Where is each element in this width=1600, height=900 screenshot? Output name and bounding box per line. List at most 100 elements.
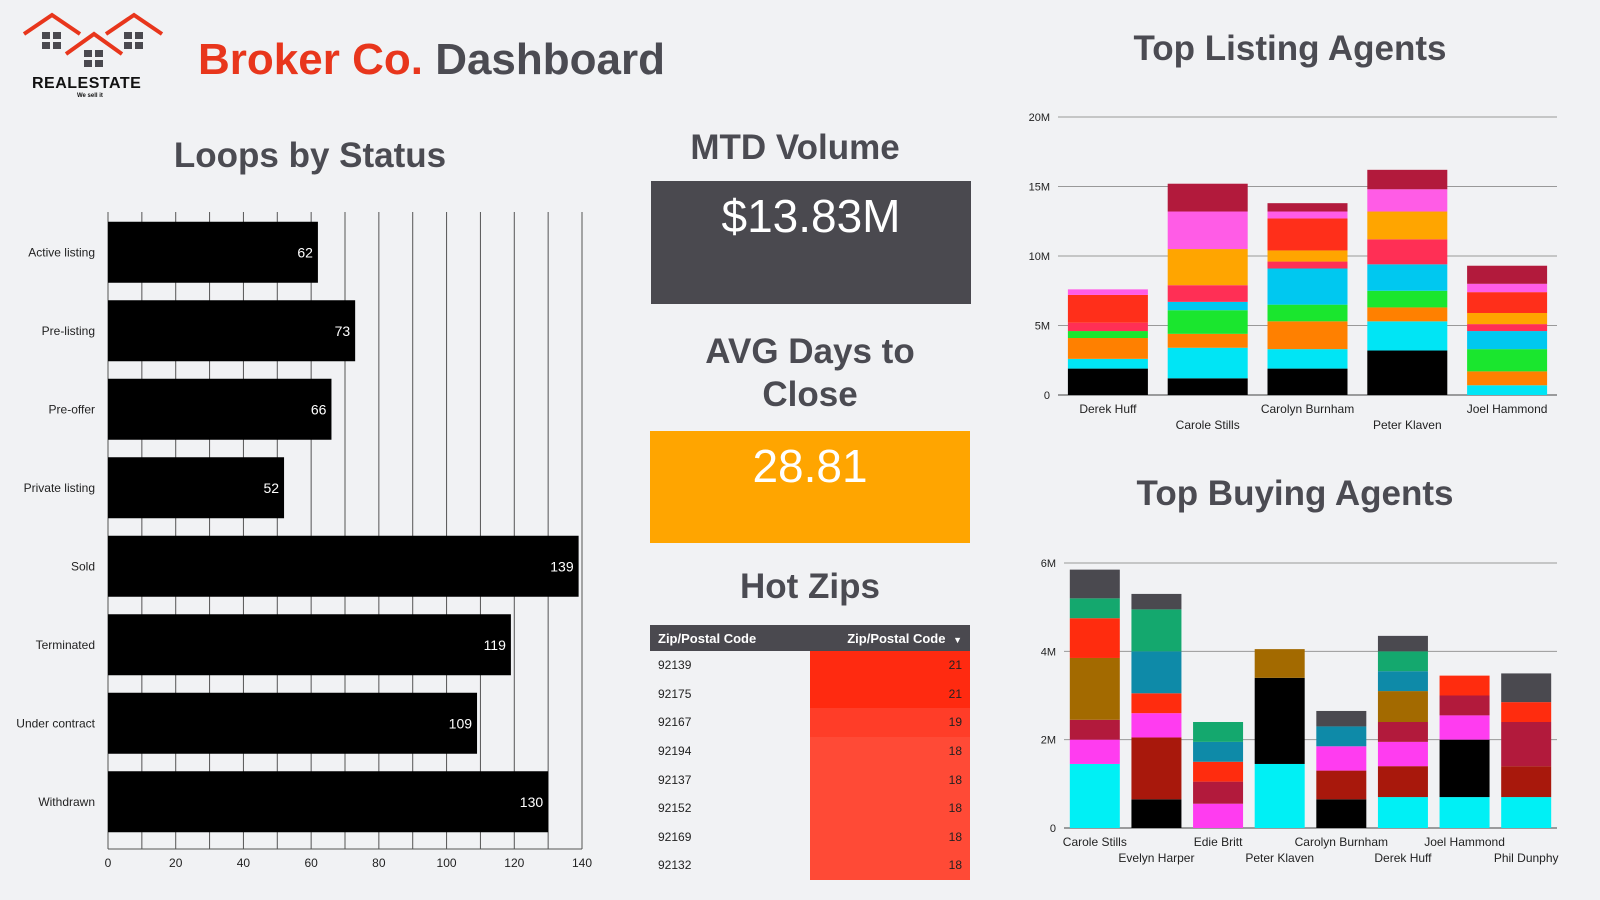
x-tick-label: 100 — [437, 856, 457, 870]
avg-days-title-line1: AVG Days to — [705, 332, 915, 371]
stack-segment — [1439, 695, 1490, 716]
x-tick-label: 140 — [572, 856, 592, 870]
brand-name: Broker Co. — [198, 35, 423, 84]
status-bar-value: 119 — [484, 637, 507, 653]
stack-segment — [1254, 677, 1305, 764]
hot-zip-code: 92167 — [658, 715, 692, 730]
y-tick-label: 0 — [1044, 390, 1050, 402]
stack-segment — [1067, 322, 1148, 332]
buying-title: Top Buying Agents — [1136, 474, 1454, 513]
hot-zip-row: 92175 21 — [650, 679, 970, 709]
hot-zip-count: 18 — [810, 765, 970, 794]
stack-segment — [1316, 710, 1367, 727]
hot-zips-col-count[interactable]: Zip/Postal Code ▼ — [810, 625, 970, 651]
stack-segment — [1267, 321, 1348, 350]
stack-segment — [1467, 385, 1548, 395]
x-tick-label: 60 — [304, 856, 318, 870]
status-bar — [108, 221, 318, 283]
status-bar-value: 73 — [335, 323, 351, 339]
avg-days-title-line2: Close — [762, 375, 858, 414]
hot-zips-table: Zip/Postal Code Zip/Postal Code ▼ 92139 2… — [650, 625, 970, 880]
agent-label: Joel Hammond — [1424, 835, 1505, 849]
stack-segment — [1467, 331, 1548, 350]
stack-segment — [1167, 378, 1248, 395]
status-bar-value: 130 — [520, 794, 544, 810]
stack-segment — [1067, 289, 1148, 295]
mtd-volume-title: MTD Volume — [690, 128, 900, 167]
stack-segment — [1367, 350, 1448, 395]
hot-zips-header-row: Zip/Postal Code Zip/Postal Code ▼ — [650, 625, 970, 651]
agent-label: Peter Klaven — [1245, 851, 1314, 865]
status-bar-value: 66 — [311, 401, 327, 417]
status-label: Sold — [71, 559, 95, 573]
y-tick-label: 20M — [1029, 112, 1050, 124]
x-tick-label: 40 — [237, 856, 251, 870]
stack-segment — [1501, 673, 1552, 703]
stack-segment — [1367, 189, 1448, 212]
stack-segment — [1316, 726, 1367, 747]
hot-zip-count: 18 — [810, 793, 970, 823]
stack-segment — [1067, 368, 1148, 395]
stack-segment — [1439, 797, 1490, 828]
stack-segment — [1254, 649, 1305, 678]
hot-zip-count: 19 — [810, 708, 970, 737]
stack-segment — [1267, 268, 1348, 305]
stack-segment — [1439, 675, 1490, 696]
status-label: Pre-offer — [49, 402, 95, 416]
sort-desc-icon[interactable]: ▼ — [953, 634, 962, 645]
agent-label: Carolyn Burnham — [1295, 835, 1388, 849]
stack-segment — [1267, 304, 1348, 322]
hot-zip-code: 92152 — [658, 801, 692, 816]
hot-zip-code: 92139 — [658, 658, 692, 673]
stack-segment — [1254, 763, 1305, 828]
stack-segment — [1467, 292, 1548, 313]
stack-segment — [1131, 593, 1182, 610]
stack-segment — [1193, 803, 1244, 828]
stack-segment — [1439, 715, 1490, 740]
stack-segment — [1193, 722, 1244, 742]
stack-segment — [1377, 691, 1428, 722]
agent-label: Peter Klaven — [1373, 418, 1442, 432]
hot-zip-row: 92167 19 — [650, 708, 970, 737]
stack-segment — [1069, 763, 1120, 828]
stack-segment — [1069, 618, 1120, 658]
y-tick-label: 10M — [1029, 251, 1050, 263]
agent-label: Carole Stills — [1176, 418, 1240, 432]
logo-tagline: We sell it — [77, 93, 103, 99]
stack-segment — [1131, 609, 1182, 652]
stack-segment — [1131, 799, 1182, 828]
stack-segment — [1069, 657, 1120, 720]
stack-segment — [1067, 358, 1148, 369]
stack-segment — [1467, 324, 1548, 332]
stack-segment — [1067, 331, 1148, 339]
hot-zip-code: 92137 — [658, 772, 692, 787]
stack-segment — [1167, 347, 1248, 379]
stack-segment — [1067, 294, 1148, 323]
agent-label: Derek Huff — [1079, 402, 1137, 416]
stack-segment — [1167, 183, 1248, 212]
stack-segment — [1377, 722, 1428, 742]
status-bar — [108, 378, 332, 440]
page-title-text: Dashboard — [435, 35, 666, 84]
stack-segment — [1267, 349, 1348, 369]
stack-segment — [1377, 635, 1428, 652]
x-tick-label: 0 — [105, 856, 112, 870]
stack-segment — [1267, 203, 1348, 212]
y-tick-label: 5M — [1035, 321, 1050, 333]
avg-days-value: 28.81 — [752, 440, 868, 492]
hot-zips-col-zip[interactable]: Zip/Postal Code — [650, 625, 810, 651]
stack-segment — [1367, 239, 1448, 265]
hot-zip-row: 92132 18 — [650, 851, 970, 880]
stack-segment — [1069, 719, 1120, 740]
stack-segment — [1377, 671, 1428, 692]
agent-label: Derek Huff — [1374, 851, 1432, 865]
hot-zip-code: 92175 — [658, 686, 692, 701]
stack-segment — [1467, 265, 1548, 284]
status-bar-value: 52 — [263, 480, 279, 496]
stack-segment — [1131, 693, 1182, 714]
hot-zip-code: 92169 — [658, 829, 692, 844]
status-bar — [108, 771, 549, 833]
page-title: Broker Co. Dashboard — [198, 35, 665, 85]
stack-segment — [1377, 797, 1428, 828]
y-tick-label: 4M — [1041, 646, 1056, 658]
